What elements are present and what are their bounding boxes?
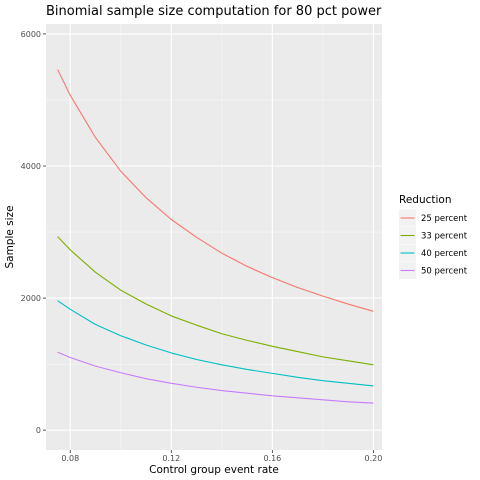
legend-label-50-percent: 50 percent bbox=[421, 267, 468, 277]
y-tick-label: 2000 bbox=[21, 294, 41, 303]
y-tick-label: 0 bbox=[36, 426, 41, 435]
x-axis-ticks: 0.08 0.12 0.16 0.20 bbox=[61, 450, 382, 463]
legend-label-25-percent: 25 percent bbox=[421, 214, 468, 224]
minor-gridlines bbox=[46, 24, 382, 450]
x-tick-label: 0.12 bbox=[162, 454, 180, 463]
series-line-25-percent bbox=[57, 69, 374, 312]
legend-label-40-percent: 40 percent bbox=[421, 249, 468, 259]
chart-title: Binomial sample size computation for 80 … bbox=[46, 4, 382, 19]
legend: Reduction 25 percent 33 percent 40 percent… bbox=[399, 194, 468, 279]
series-line-40-percent bbox=[57, 300, 374, 387]
x-tick-label: 0.08 bbox=[61, 454, 79, 463]
legend-title: Reduction bbox=[399, 194, 452, 206]
y-tick-label: 4000 bbox=[21, 162, 41, 171]
x-axis-title: Control group event rate bbox=[149, 464, 279, 476]
y-axis-title: Sample size bbox=[4, 205, 16, 268]
y-tick-label: 6000 bbox=[21, 30, 41, 39]
x-tick-label: 0.20 bbox=[365, 454, 383, 463]
series-line-50-percent bbox=[57, 351, 374, 404]
series-lines bbox=[57, 69, 374, 404]
plot-background bbox=[46, 24, 382, 450]
legend-label-33-percent: 33 percent bbox=[421, 232, 468, 242]
y-axis-ticks: 0 2000 4000 6000 bbox=[21, 30, 46, 435]
legend-items: 25 percent 33 percent 40 percent 50 percent bbox=[399, 209, 468, 279]
x-tick-label: 0.16 bbox=[263, 454, 281, 463]
series-line-33-percent bbox=[57, 236, 374, 366]
